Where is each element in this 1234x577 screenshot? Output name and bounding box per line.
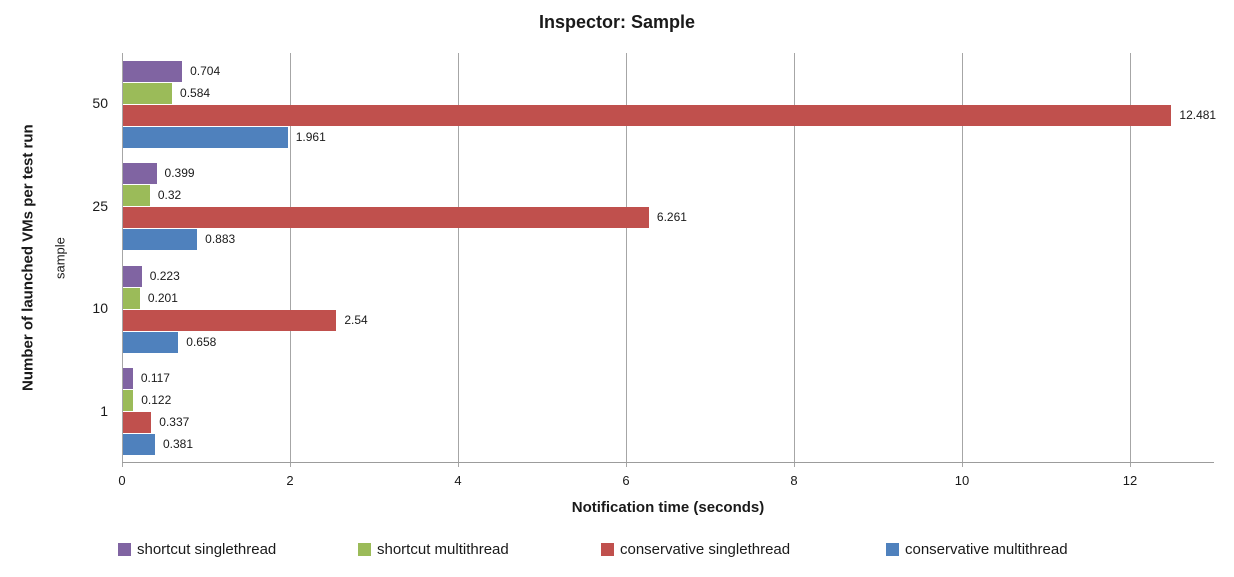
bar-shortcut-multithread-cat-10 (123, 287, 140, 309)
y-tick-label-25: 25 (92, 197, 108, 214)
legend-swatch-icon (118, 543, 131, 556)
y-axis-subtitle: sample (52, 237, 68, 279)
x-tick-label-2: 2 (286, 473, 294, 488)
x-axis-line (122, 462, 1214, 463)
x-tick-label-0: 0 (118, 473, 126, 488)
gridline-x-6 (625, 53, 627, 467)
bar-value-label: 12.481 (1179, 107, 1217, 122)
y-tick-label-10: 10 (92, 300, 108, 317)
legend: shortcut singlethread shortcut multithrea… (0, 541, 1234, 561)
x-tick-label-4: 4 (454, 473, 462, 488)
legend-swatch-icon (886, 543, 899, 556)
bar-value-label: 0.399 (164, 166, 195, 181)
gridline-x-10 (961, 53, 963, 467)
bar-value-label: 0.32 (157, 188, 182, 203)
legend-swatch-icon (358, 543, 371, 556)
bar-conservative-multithread-cat-25 (123, 229, 198, 251)
bar-value-label: 0.223 (149, 268, 180, 283)
x-axis-title: Notification time (seconds) (571, 499, 765, 516)
gridline-x-8 (793, 53, 795, 467)
bar-shortcut-multithread-cat-50 (123, 82, 173, 104)
bar-value-label: 0.584 (180, 85, 211, 100)
bar-conservative-multithread-cat-10 (123, 331, 179, 353)
x-tick-label-6: 6 (622, 473, 630, 488)
bar-conservative-singlethread-cat-25 (123, 207, 649, 229)
legend-item-shortcut-singlethread: shortcut singlethread (118, 541, 276, 558)
gridline-x-4 (457, 53, 459, 467)
bar-conservative-singlethread-cat-50 (123, 104, 1172, 126)
bar-shortcut-multithread-cat-1 (123, 390, 134, 412)
gridline-x-2 (289, 53, 291, 467)
bar-value-label: 0.381 (163, 437, 194, 452)
legend-label: shortcut singlethread (137, 541, 277, 558)
x-tick-label-10: 10 (954, 473, 970, 488)
legend-label: conservative singlethread (620, 541, 791, 558)
bar-value-label: 6.261 (656, 210, 687, 225)
bar-value-label: 2.54 (344, 312, 368, 327)
bar-conservative-singlethread-cat-10 (123, 309, 337, 331)
x-tick-label-8: 8 (790, 473, 798, 488)
bar-conservative-multithread-cat-1 (123, 434, 155, 456)
legend-item-conservative-singlethread: conservative singlethread (601, 541, 790, 558)
bar-value-label: 1.961 (295, 129, 326, 144)
y-tick-label-1: 1 (100, 402, 108, 419)
legend-swatch-icon (601, 543, 614, 556)
x-tick-label-12: 12 (1122, 473, 1138, 488)
legend-item-shortcut-multithread: shortcut multithread (358, 541, 509, 558)
chart-title: Inspector: Sample (538, 12, 696, 32)
legend-label: conservative multithread (905, 541, 1068, 558)
gridline-x-0 (121, 53, 123, 467)
bar-shortcut-singlethread-cat-10 (123, 265, 142, 287)
gridline-x-12 (1129, 53, 1131, 467)
plot-area: 0.704 0.584 12.481 1.961 0.399 0.32 6.261 0.883… (121, 53, 1217, 467)
bar-conservative-multithread-cat-50 (123, 126, 288, 148)
bar-value-label: 0.883 (205, 232, 236, 247)
bar-value-label: 0.201 (147, 290, 178, 305)
y-tick-label-50: 50 (92, 95, 108, 112)
bar-value-label: 0.658 (186, 334, 217, 349)
bar-shortcut-multithread-cat-25 (123, 185, 150, 207)
bar-shortcut-singlethread-cat-25 (123, 163, 157, 185)
bar-value-label: 0.122 (141, 393, 172, 408)
bar-value-label: 0.704 (190, 63, 221, 78)
y-axis-title: Number of launched VMs per test run (19, 124, 37, 392)
bar-value-label: 0.337 (159, 415, 190, 430)
bar-shortcut-singlethread-cat-50 (123, 60, 183, 82)
bar-value-label: 0.117 (140, 371, 170, 386)
legend-label: shortcut multithread (377, 541, 509, 558)
bar-conservative-singlethread-cat-1 (123, 412, 152, 434)
legend-item-conservative-multithread: conservative multithread (886, 541, 1068, 558)
bar-shortcut-singlethread-cat-1 (123, 368, 133, 390)
